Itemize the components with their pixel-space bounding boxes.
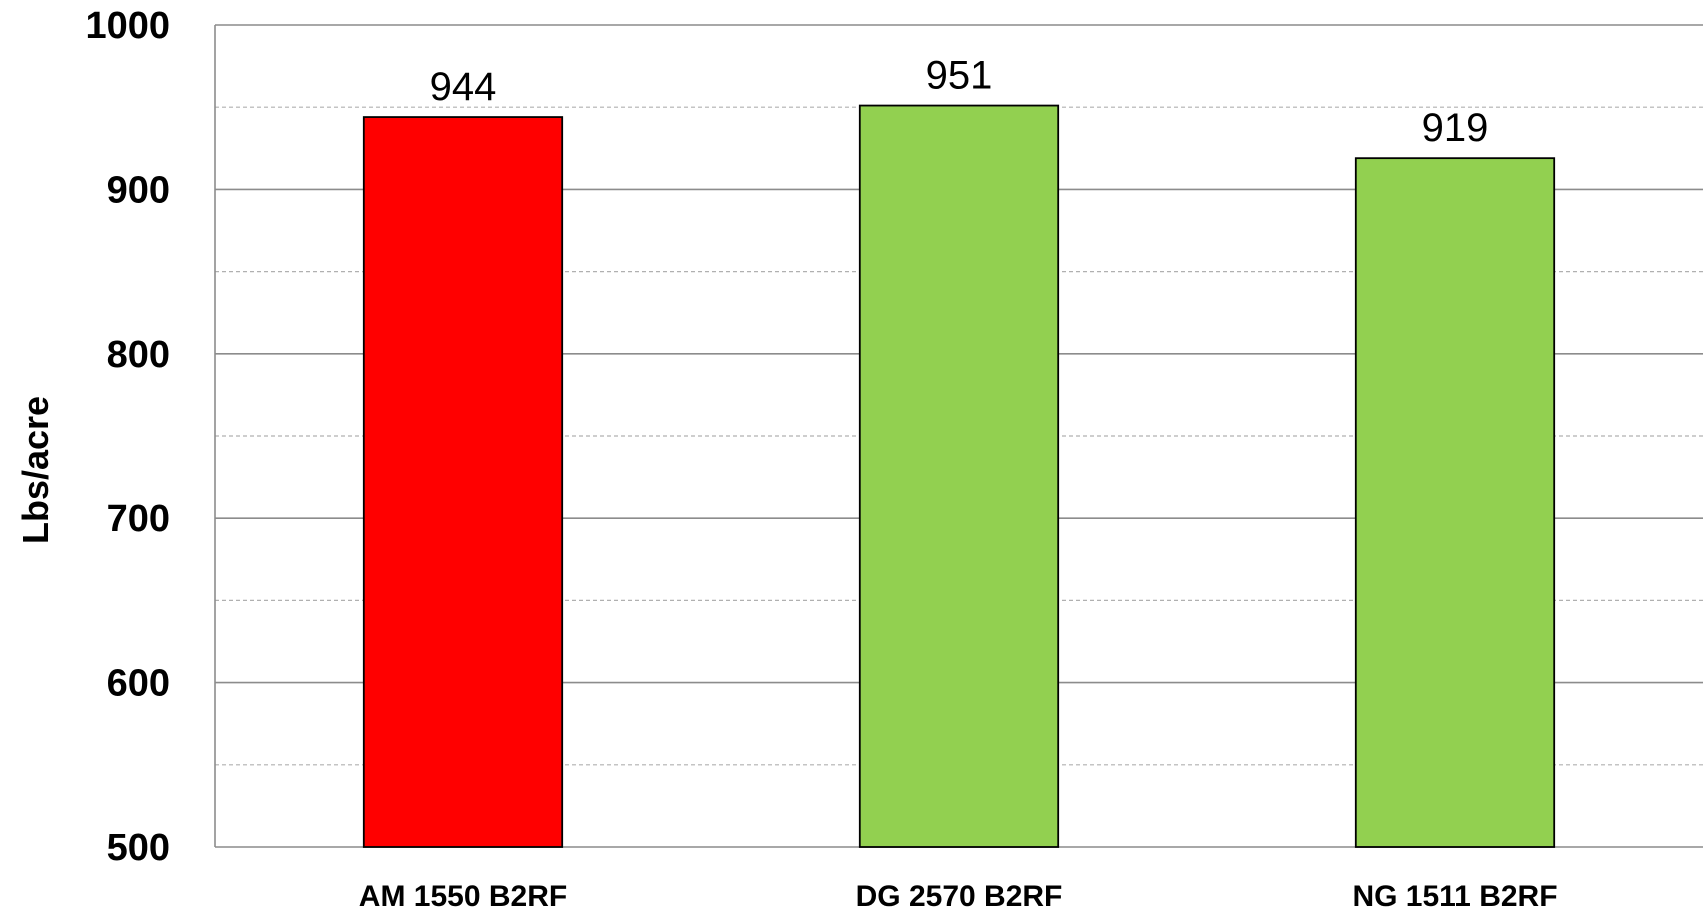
bar [858, 104, 1060, 848]
y-tick-label: 500 [107, 827, 170, 869]
data-label: 944 [430, 65, 497, 109]
bars [362, 104, 1556, 848]
y-tick-label: 800 [107, 334, 170, 376]
category-label: AM 1550 B2RF [359, 880, 567, 910]
y-tick-labels: 500 600 700 800 900 1000 [85, 5, 170, 869]
bar [362, 116, 564, 848]
y-tick-label: 900 [107, 169, 170, 211]
bar [1354, 157, 1556, 848]
y-axis-title: Lbs/acre [15, 396, 56, 544]
data-label: 951 [926, 54, 993, 98]
data-labels: 944 951 919 [430, 54, 1489, 151]
category-label: NG 1511 B2RF [1352, 880, 1557, 910]
category-label: DG 2570 B2RF [856, 880, 1063, 910]
y-tick-label: 700 [107, 498, 170, 540]
y-tick-label: 600 [107, 663, 170, 705]
category-labels: AM 1550 B2RF DG 2570 B2RF NG 1511 B2RF [359, 880, 1558, 910]
y-tick-label: 1000 [85, 5, 170, 47]
data-label: 919 [1422, 106, 1489, 150]
